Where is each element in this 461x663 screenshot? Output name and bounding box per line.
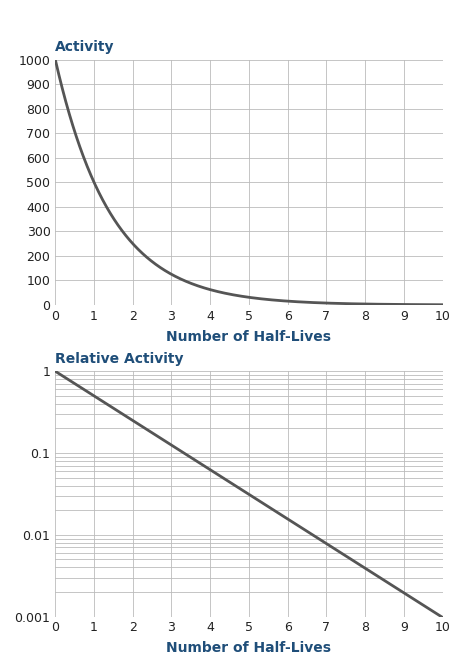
Text: Relative Activity: Relative Activity (55, 352, 184, 366)
X-axis label: Number of Half-Lives: Number of Half-Lives (166, 641, 331, 656)
X-axis label: Number of Half-Lives: Number of Half-Lives (166, 330, 331, 344)
Text: Activity: Activity (55, 40, 115, 54)
